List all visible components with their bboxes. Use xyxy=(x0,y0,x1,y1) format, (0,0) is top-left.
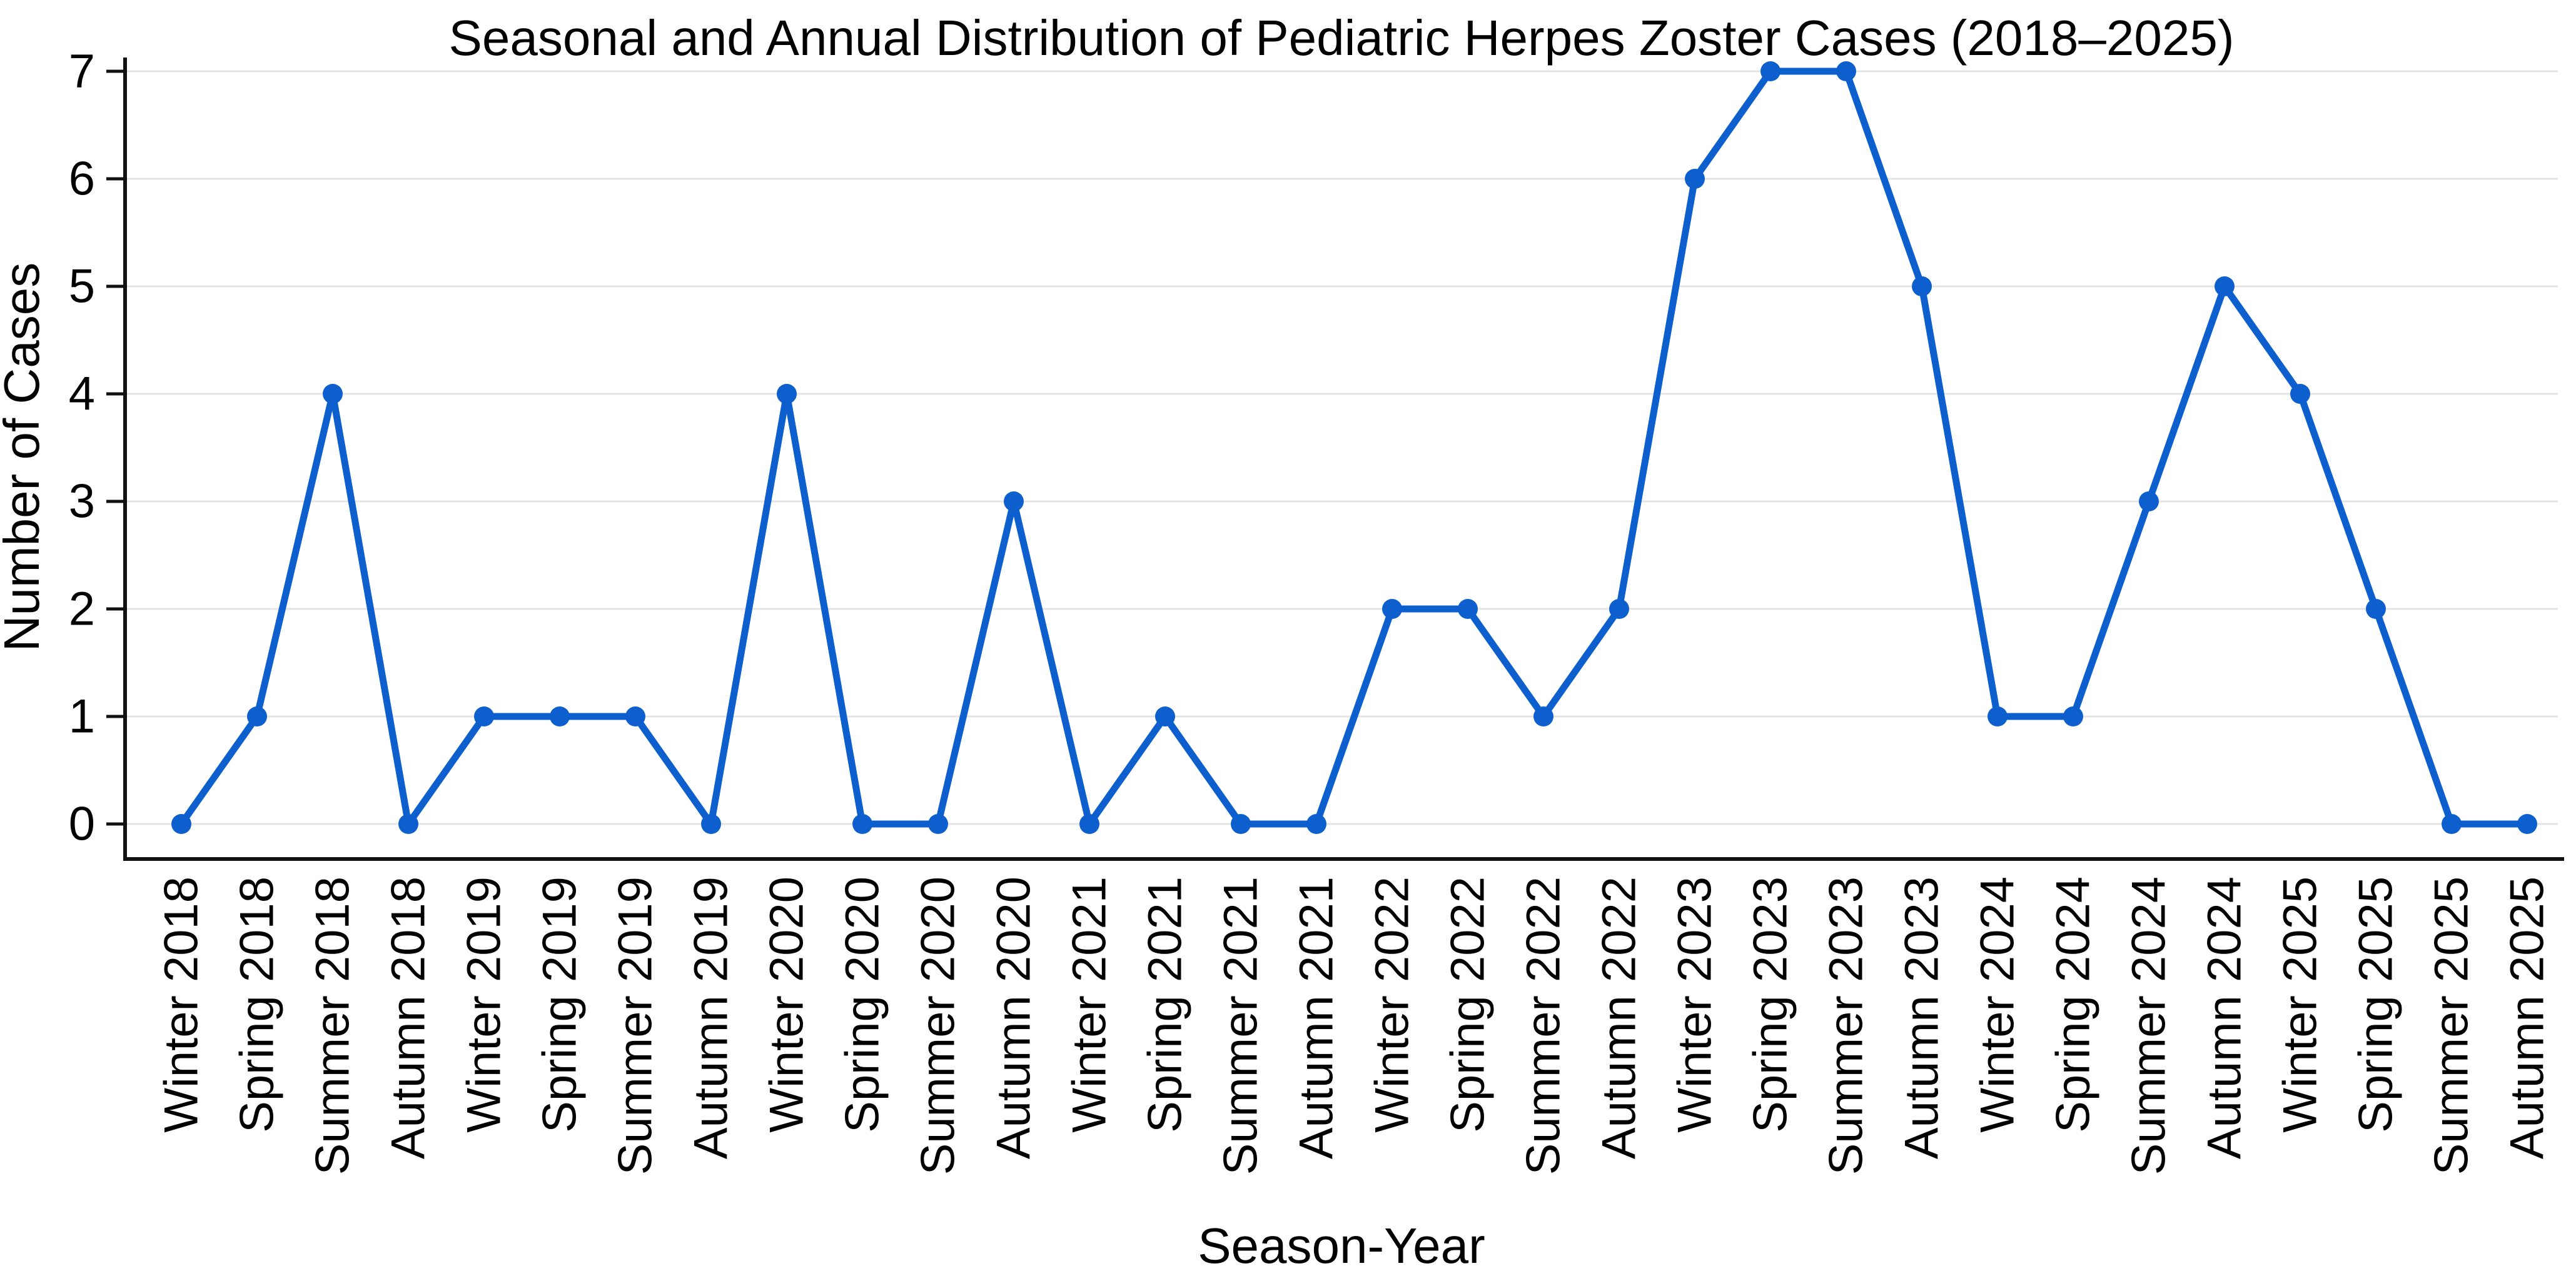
y-tick-label: 0 xyxy=(69,798,95,851)
y-axis-title: Number of Cases xyxy=(0,263,49,651)
data-point-marker xyxy=(2063,706,2083,726)
x-tick-label: Autumn 2018 xyxy=(382,877,435,1159)
y-axis-ticks: 0 1 2 3 4 5 6 7 xyxy=(69,45,123,851)
data-point-marker xyxy=(625,706,645,726)
y-tick-label: 3 xyxy=(69,475,95,528)
data-point-marker xyxy=(1155,706,1175,726)
data-point-marker xyxy=(2442,814,2462,834)
x-tick-label: Winter 2024 xyxy=(1971,877,2024,1133)
data-point-marker xyxy=(2139,491,2159,511)
data-point-marker xyxy=(398,814,418,834)
y-tick-label: 5 xyxy=(69,260,95,313)
data-series-cases xyxy=(171,61,2537,834)
y-tick-label: 4 xyxy=(69,368,95,421)
data-point-marker xyxy=(550,706,570,726)
data-point-marker xyxy=(928,814,948,834)
x-tick-label: Spring 2021 xyxy=(1139,877,1192,1133)
data-point-marker xyxy=(1609,599,1629,619)
data-point-marker xyxy=(1079,814,1099,834)
x-tick-label: Summer 2021 xyxy=(1215,877,1268,1175)
x-tick-label: Summer 2018 xyxy=(306,877,360,1175)
data-point-marker xyxy=(2366,599,2386,619)
data-point-marker xyxy=(777,384,797,404)
data-point-marker xyxy=(2290,384,2310,404)
x-tick-label: Winter 2018 xyxy=(155,877,208,1133)
data-point-marker xyxy=(1533,706,1553,726)
x-tick-label: Winter 2023 xyxy=(1669,877,1722,1133)
x-tick-label: Winter 2022 xyxy=(1366,877,1419,1133)
data-point-marker xyxy=(701,814,721,834)
data-point-marker xyxy=(2517,814,2537,834)
series-line xyxy=(178,68,2531,828)
data-point-marker xyxy=(1004,491,1024,511)
x-axis-title: Season-Year xyxy=(1198,1218,1485,1273)
data-point-marker xyxy=(171,814,191,834)
x-tick-label: Spring 2020 xyxy=(836,877,889,1133)
x-tick-label: Spring 2018 xyxy=(231,877,284,1133)
x-tick-label: Winter 2019 xyxy=(458,877,511,1133)
x-tick-label: Autumn 2020 xyxy=(987,877,1041,1159)
data-point-marker xyxy=(1760,61,1780,81)
data-point-marker xyxy=(852,814,872,834)
x-tick-label: Winter 2021 xyxy=(1063,877,1116,1133)
x-tick-label: Autumn 2022 xyxy=(1593,877,1646,1159)
x-tick-label: Autumn 2023 xyxy=(1896,877,1949,1159)
data-point-marker xyxy=(1306,814,1326,834)
x-tick-label: Spring 2024 xyxy=(2047,877,2100,1133)
axes xyxy=(123,58,2564,861)
x-tick-label: Spring 2023 xyxy=(1744,877,1797,1133)
x-tick-label: Summer 2024 xyxy=(2123,877,2176,1175)
y-tick-label: 6 xyxy=(69,153,95,206)
x-tick-label: Winter 2020 xyxy=(760,877,814,1133)
data-point-marker xyxy=(1912,276,1932,296)
x-tick-label: Summer 2020 xyxy=(912,877,965,1175)
chart-title: Seasonal and Annual Distribution of Pedi… xyxy=(449,10,2235,66)
data-point-marker xyxy=(1231,814,1251,834)
y-tick-label: 2 xyxy=(69,583,95,636)
x-tick-label: Autumn 2021 xyxy=(1290,877,1343,1159)
y-tick-label: 1 xyxy=(69,690,95,743)
data-point-marker xyxy=(474,706,494,726)
x-tick-label: Autumn 2025 xyxy=(2501,877,2554,1159)
data-point-marker xyxy=(1988,706,2008,726)
x-tick-label: Spring 2025 xyxy=(2350,877,2403,1133)
x-tick-label: Autumn 2019 xyxy=(685,877,738,1159)
data-point-marker xyxy=(1458,599,1478,619)
x-tick-label: Spring 2019 xyxy=(533,877,587,1133)
x-axis-tick-labels: Winter 2018 Spring 2018 Summer 2018 Autumn … xyxy=(155,877,2554,1175)
data-point-marker xyxy=(247,706,267,726)
x-tick-label: Spring 2022 xyxy=(1442,877,1495,1133)
x-tick-label: Winter 2025 xyxy=(2274,877,2327,1133)
x-tick-label: Summer 2023 xyxy=(1820,877,1873,1175)
data-point-marker xyxy=(1685,169,1705,189)
y-tick-label: 7 xyxy=(69,45,95,98)
data-point-marker xyxy=(2215,276,2235,296)
x-tick-label: Summer 2019 xyxy=(609,877,662,1175)
x-tick-label: Autumn 2024 xyxy=(2198,877,2251,1159)
data-point-marker xyxy=(323,384,343,404)
x-tick-label: Summer 2025 xyxy=(2425,877,2478,1175)
x-tick-label: Summer 2022 xyxy=(1517,877,1570,1175)
data-point-marker xyxy=(1382,599,1402,619)
data-point-marker xyxy=(1836,61,1856,81)
